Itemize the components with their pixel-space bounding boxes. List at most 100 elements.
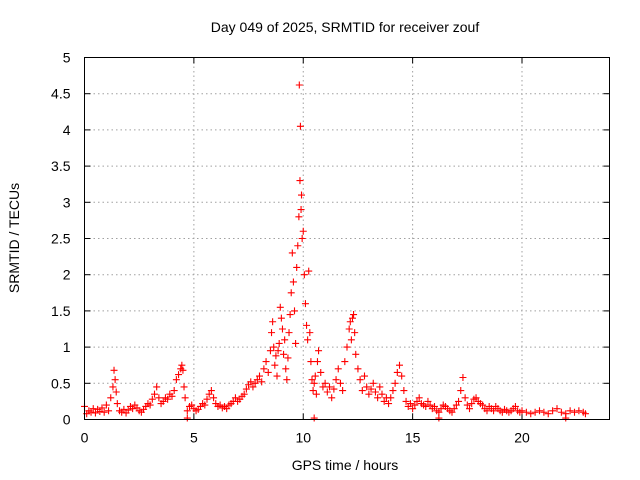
data-point	[223, 405, 231, 413]
data-point	[251, 379, 259, 387]
data-point	[461, 394, 469, 402]
data-point	[274, 347, 282, 355]
data-point	[391, 379, 399, 387]
data-point	[361, 372, 368, 380]
data-point	[367, 385, 375, 393]
data-point	[527, 410, 535, 418]
data-point	[151, 390, 158, 398]
x-tick-label: 10	[295, 430, 311, 446]
x-tick-label: 5	[190, 430, 198, 446]
data-point	[332, 376, 340, 384]
data-point	[380, 397, 388, 405]
data-point	[288, 249, 296, 257]
data-point	[262, 358, 270, 366]
data-point	[89, 405, 97, 413]
data-point	[168, 392, 176, 400]
data-point	[256, 372, 263, 380]
data-point	[389, 387, 397, 395]
data-point	[207, 387, 215, 395]
data-point	[455, 397, 463, 405]
x-tick-label: 15	[405, 430, 421, 446]
data-point	[109, 383, 117, 391]
data-point	[247, 378, 255, 386]
grid-layer	[84, 57, 610, 420]
data-point	[575, 407, 583, 415]
data-point	[129, 405, 137, 413]
data-point	[296, 177, 304, 185]
data-point	[296, 122, 304, 130]
data-point	[282, 365, 290, 373]
data-point	[341, 358, 349, 366]
data-point	[540, 408, 548, 416]
data-point	[170, 387, 178, 395]
data-point	[203, 395, 211, 403]
data-point	[242, 385, 250, 393]
data-point	[339, 387, 347, 395]
data-point	[299, 227, 307, 235]
data-point	[159, 397, 167, 405]
data-point	[111, 376, 119, 384]
data-point	[562, 414, 570, 422]
data-point	[531, 408, 539, 416]
data-point	[277, 314, 285, 322]
data-point	[270, 343, 278, 351]
data-point	[201, 401, 209, 409]
data-point	[112, 388, 120, 396]
data-point	[437, 405, 445, 413]
data-point	[285, 329, 293, 337]
data-point	[298, 235, 306, 242]
data-point	[181, 394, 189, 402]
data-point	[328, 394, 336, 402]
data-point	[343, 343, 351, 351]
x-tick-label: 20	[514, 430, 530, 446]
data-point	[253, 376, 261, 384]
data-point	[271, 361, 279, 369]
data-point	[330, 385, 338, 393]
data-point	[369, 379, 377, 387]
data-point	[566, 407, 574, 415]
data-point	[431, 402, 438, 410]
data-point	[352, 350, 360, 358]
data-point	[178, 361, 186, 369]
data-point	[457, 387, 465, 395]
data-point	[113, 400, 121, 408]
y-tick-label: 2	[63, 267, 71, 283]
data-point	[402, 397, 410, 405]
data-point	[310, 414, 318, 422]
data-point	[376, 383, 384, 391]
data-point	[450, 405, 458, 413]
data-point	[581, 410, 589, 418]
data-point	[102, 401, 110, 409]
data-point	[400, 387, 408, 395]
data-point	[278, 325, 286, 333]
data-point	[522, 408, 530, 416]
data-point	[311, 372, 319, 380]
data-point	[303, 321, 311, 329]
y-tick-label: 0.5	[51, 375, 71, 391]
data-point	[312, 390, 320, 398]
data-point	[553, 405, 561, 413]
data-point	[406, 400, 414, 408]
x-tick-label: 0	[81, 430, 89, 446]
data-point	[387, 394, 395, 402]
plot-frame	[84, 57, 610, 420]
data-point	[435, 414, 443, 422]
data-point	[315, 347, 323, 355]
data-point	[363, 383, 371, 391]
data-point	[292, 339, 300, 347]
data-point	[347, 336, 355, 344]
data-point	[307, 358, 315, 366]
data-point	[468, 400, 476, 408]
data-point	[91, 409, 99, 417]
data-point	[98, 404, 106, 412]
data-point	[336, 379, 344, 387]
data-point	[183, 407, 191, 415]
data-point	[231, 394, 239, 402]
data-point	[317, 368, 325, 376]
data-point	[415, 394, 423, 402]
data-point	[424, 397, 432, 405]
data-point	[283, 376, 291, 384]
data-point	[358, 387, 366, 395]
y-tick-label: 1	[63, 339, 71, 355]
